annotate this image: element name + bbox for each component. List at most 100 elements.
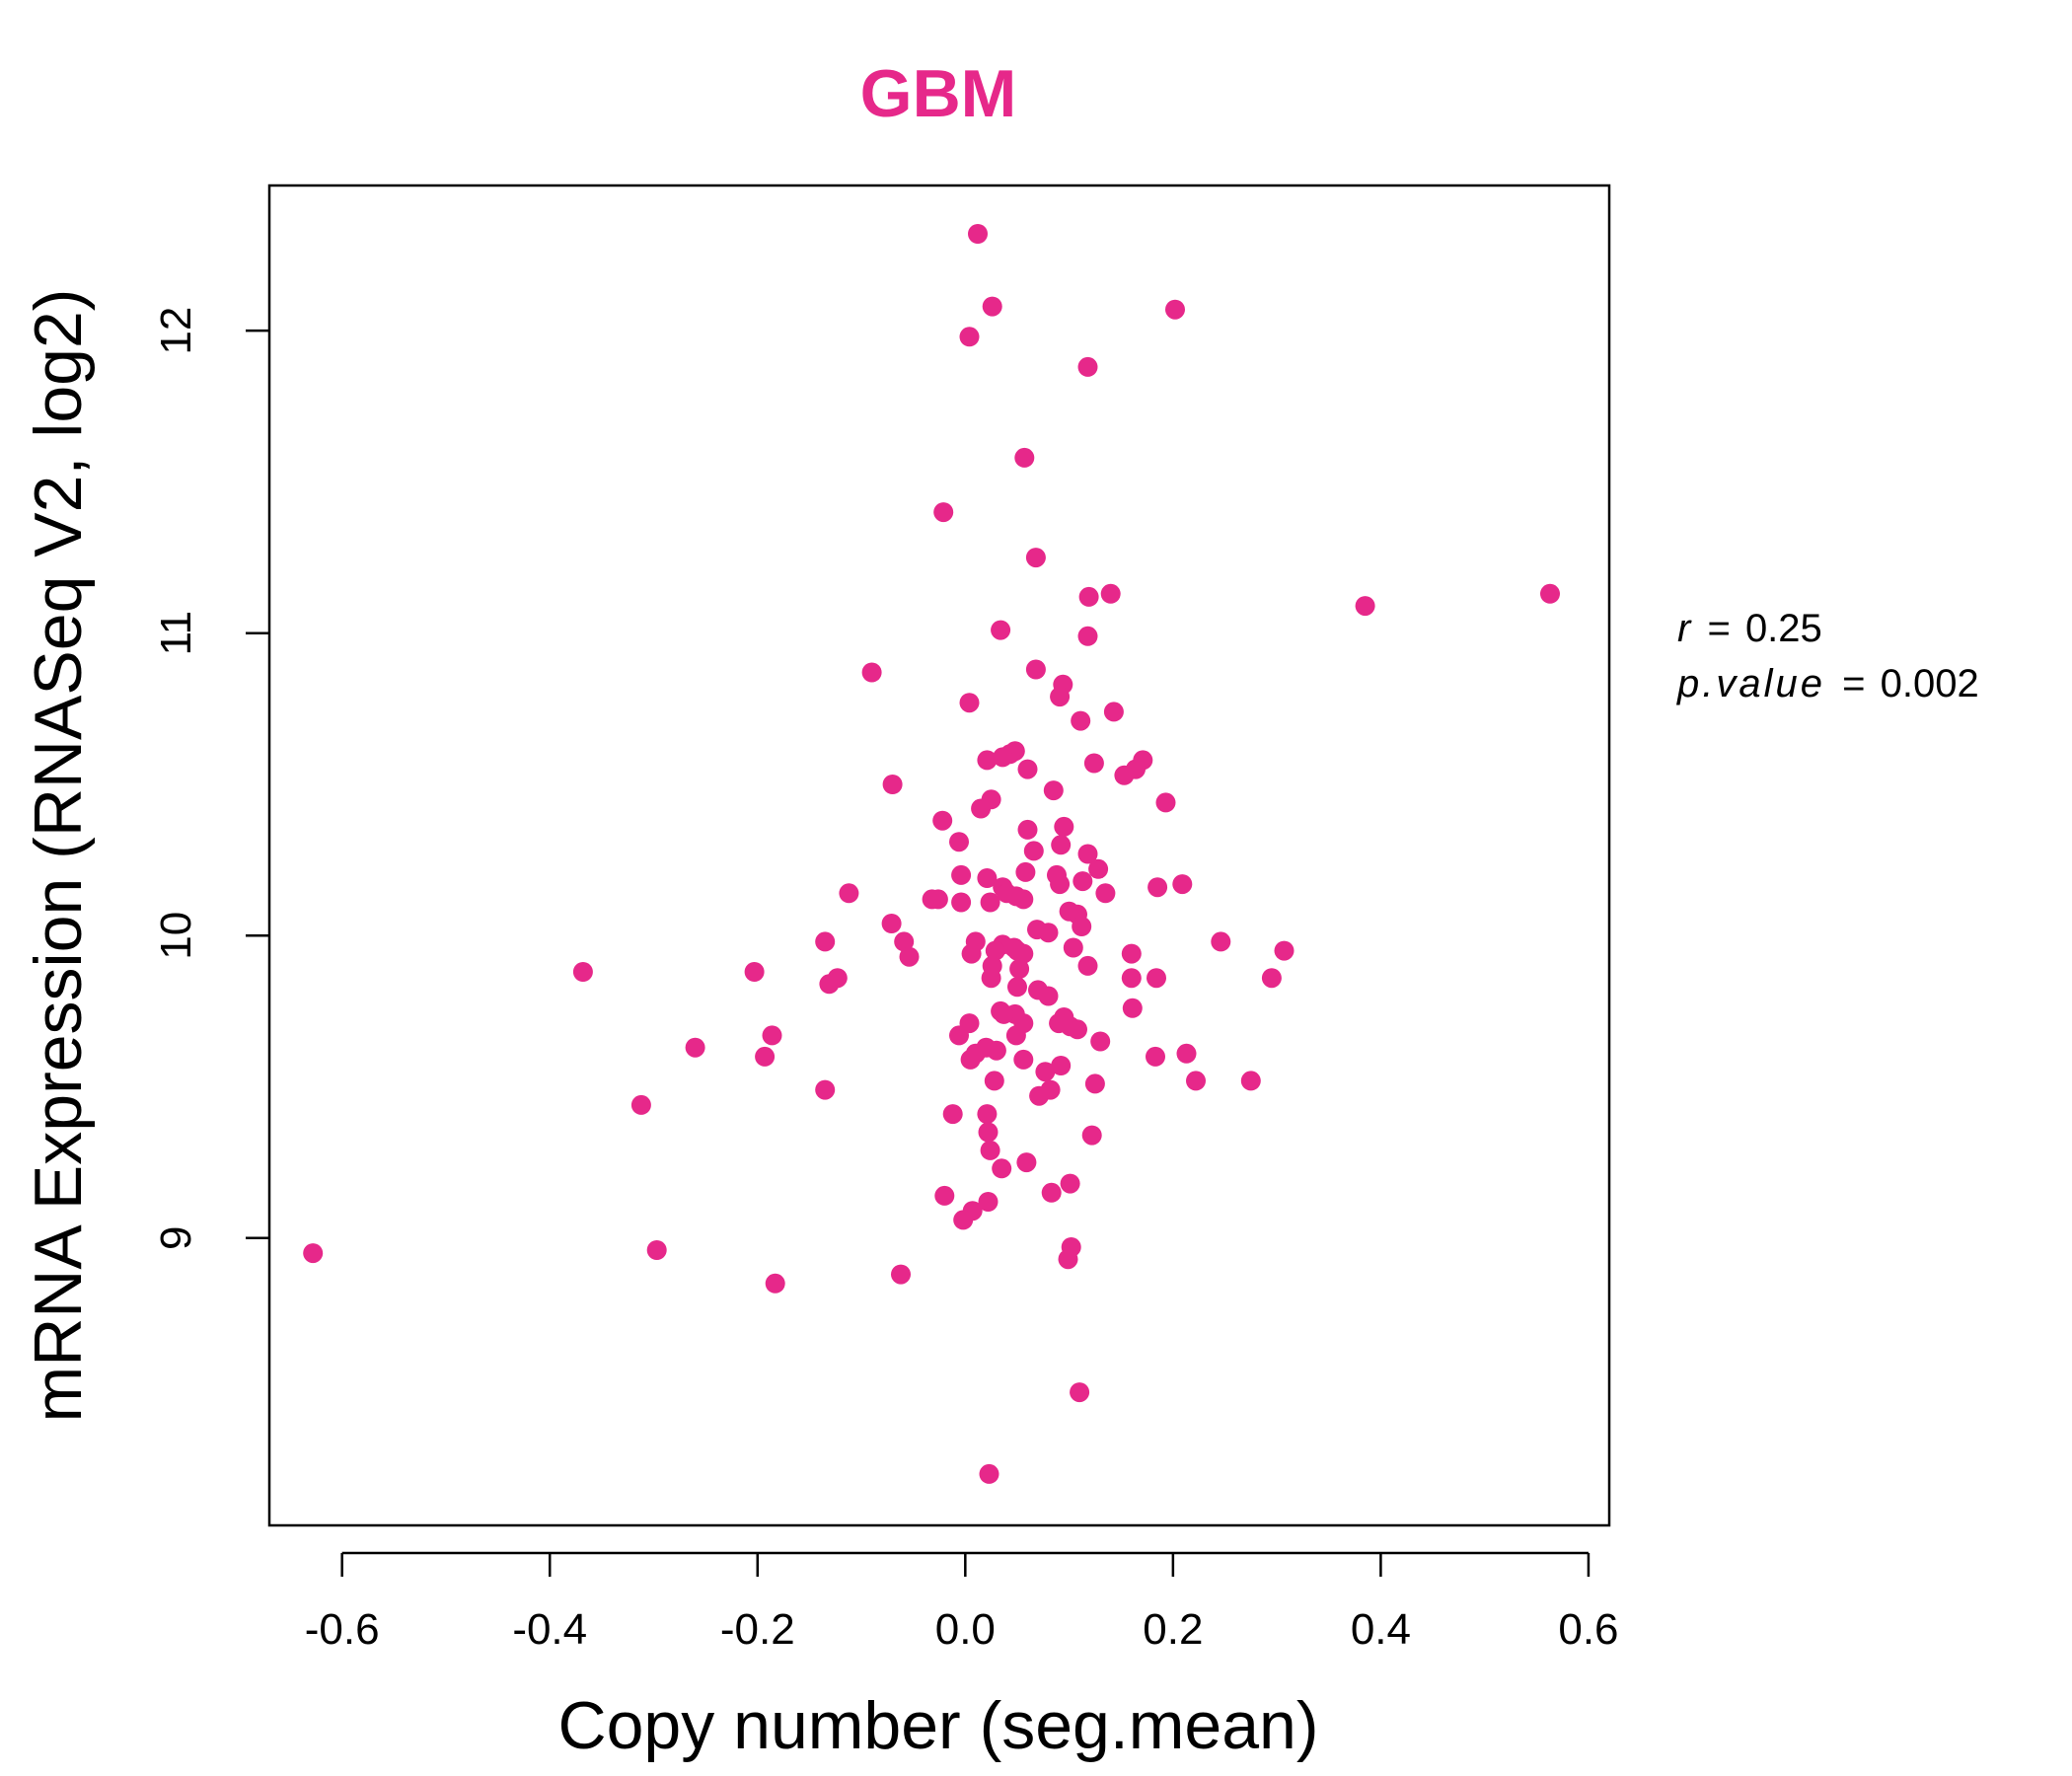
data-point: [685, 1037, 705, 1058]
data-point: [971, 798, 992, 819]
data-point: [1165, 299, 1185, 320]
svg-text:p.value = 0.002: p.value = 0.002: [1676, 662, 1979, 705]
data-point: [815, 1079, 836, 1100]
y-tick-label: 12: [152, 307, 200, 355]
data-point: [1043, 780, 1064, 801]
data-point: [1077, 626, 1098, 646]
data-point: [933, 502, 954, 523]
data-point: [977, 1104, 998, 1125]
data-point: [1088, 858, 1109, 879]
data-point: [762, 1025, 782, 1046]
data-point: [1071, 710, 1091, 731]
data-point: [1025, 659, 1046, 680]
data-point: [986, 1040, 1006, 1061]
chart-title: GBM: [860, 56, 1017, 131]
data-point: [1083, 753, 1104, 774]
data-point: [861, 662, 882, 683]
data-point: [980, 1140, 1000, 1160]
data-point: [968, 224, 988, 244]
data-point: [977, 750, 998, 771]
data-point: [1100, 583, 1121, 604]
data-point: [960, 1049, 981, 1070]
data-point: [949, 832, 969, 852]
r-equals: =: [1707, 607, 1730, 650]
data-point: [572, 962, 593, 982]
data-point: [1240, 1071, 1261, 1091]
data-point: [1121, 943, 1142, 964]
data-point: [992, 1158, 1012, 1179]
data-point: [1041, 1182, 1062, 1203]
data-point: [991, 620, 1011, 640]
data-point: [993, 747, 1013, 768]
data-point: [1540, 583, 1560, 604]
p-label: p.value: [1676, 662, 1825, 705]
data-point: [1058, 1249, 1078, 1270]
data-point: [934, 1185, 955, 1206]
x-axis-label: Copy number (seg.mean): [557, 1688, 1318, 1763]
data-point: [953, 1210, 974, 1230]
data-point: [1068, 1019, 1087, 1040]
data-point: [932, 810, 953, 831]
data-point: [819, 974, 840, 995]
data-point: [951, 864, 972, 885]
data-point: [1013, 943, 1034, 964]
data-point: [951, 892, 972, 913]
data-point: [978, 1192, 999, 1212]
data-point: [882, 775, 903, 794]
data-point: [979, 1463, 999, 1484]
y-tick-label: 9: [152, 1226, 200, 1250]
data-point: [303, 1243, 324, 1264]
data-point: [1211, 931, 1231, 952]
data-point: [1025, 548, 1046, 568]
data-point: [977, 868, 998, 888]
data-point: [755, 1046, 776, 1067]
data-point: [1147, 968, 1166, 989]
data-point: [942, 1104, 963, 1125]
data-point: [1017, 819, 1038, 840]
y-axis-label: mRNA Expression (RNASeq V2, log2): [21, 289, 96, 1423]
data-point: [949, 1025, 969, 1046]
data-point: [1073, 871, 1093, 892]
data-point: [1078, 586, 1099, 607]
y-axis: 9 10 11 12: [152, 307, 269, 1250]
y-tick-label: 11: [152, 611, 200, 656]
data-point: [1013, 889, 1034, 910]
data-point: [1007, 977, 1027, 998]
data-point: [1013, 1049, 1034, 1070]
x-tick-label: 0.0: [935, 1605, 996, 1654]
data-point: [1038, 986, 1059, 1006]
data-point: [1009, 959, 1030, 979]
y-tick-label: 10: [152, 912, 200, 960]
svg-text:r = 0.25: r = 0.25: [1677, 607, 1822, 650]
data-point: [1077, 955, 1098, 976]
p-equals: =: [1842, 662, 1865, 705]
data-point: [1035, 1062, 1056, 1082]
data-point: [1274, 940, 1295, 961]
data-point: [1355, 596, 1375, 617]
data-point: [1070, 1382, 1090, 1403]
data-point: [744, 962, 765, 982]
data-point: [981, 968, 1001, 989]
data-point: [1090, 1031, 1111, 1052]
data-point: [978, 1122, 999, 1143]
data-point: [1081, 1125, 1102, 1146]
data-point: [961, 943, 982, 964]
x-tick-label: 0.2: [1143, 1605, 1203, 1654]
data-point: [1029, 1085, 1050, 1106]
data-point: [1172, 874, 1193, 895]
data-point: [1095, 883, 1116, 904]
data-point: [1147, 877, 1168, 898]
data-point: [1016, 1152, 1037, 1173]
data-point: [1015, 861, 1036, 882]
data-point: [630, 1094, 651, 1115]
data-points: [303, 224, 1560, 1484]
data-point: [1261, 968, 1282, 989]
r-label: r: [1677, 607, 1692, 650]
data-point: [1176, 1043, 1197, 1064]
x-tick-label: -0.4: [512, 1605, 587, 1654]
data-point: [1017, 759, 1038, 779]
x-axis: -0.6 -0.4 -0.2 0.0 0.2 0.4 0.6: [305, 1551, 1619, 1654]
data-point: [1060, 1173, 1080, 1194]
data-point: [899, 946, 920, 967]
